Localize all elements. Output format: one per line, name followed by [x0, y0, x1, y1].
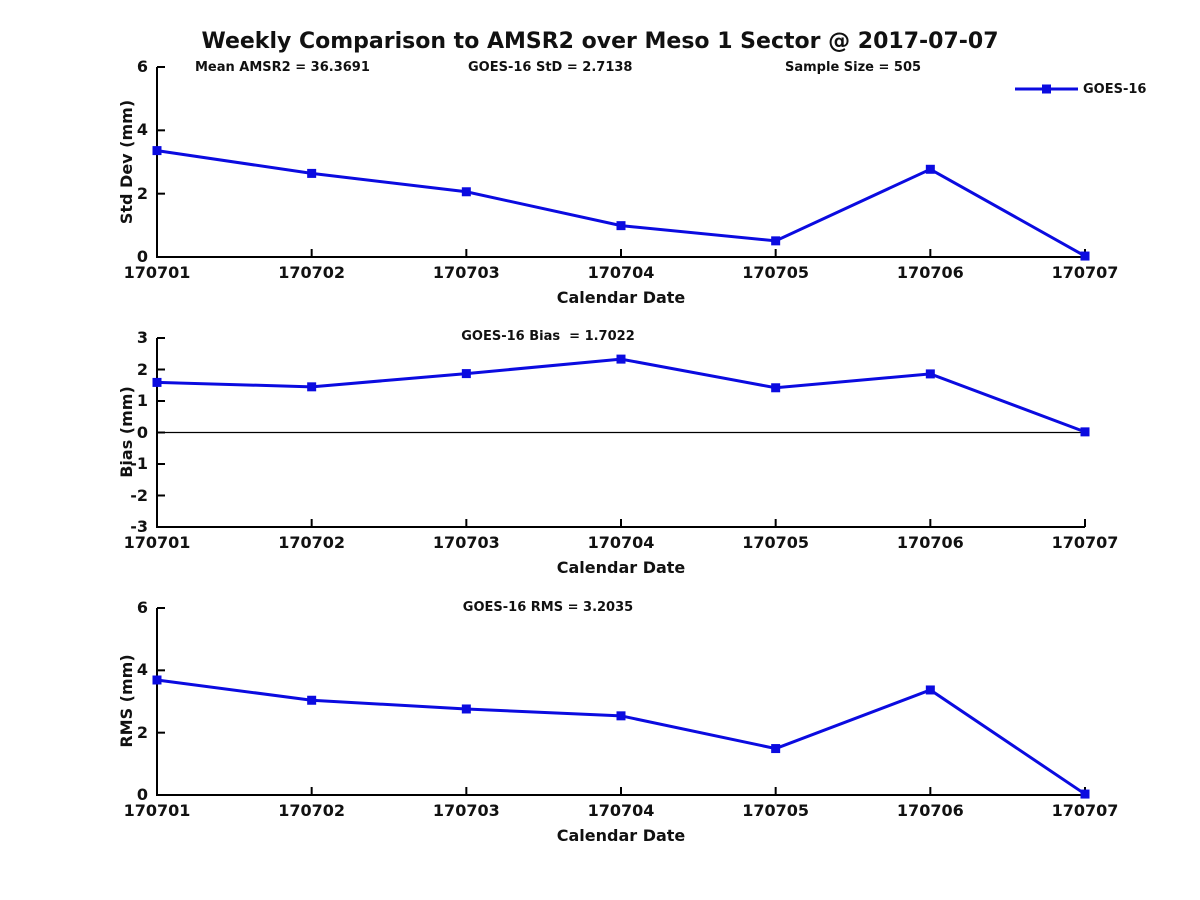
data-point-marker [152, 377, 162, 387]
x-axis-label-stddev: Calendar Date [556, 288, 686, 307]
legend-label-goes16: GOES-16 [1083, 82, 1147, 97]
x-tick-label: 170704 [587, 801, 655, 820]
y-tick-label: 2 [136, 359, 148, 379]
x-tick-label: 170705 [742, 801, 810, 820]
data-point-marker [307, 168, 317, 178]
series-line-goes-16 [156, 678, 1086, 796]
y-tick-label: -2 [130, 485, 148, 505]
data-point-marker [307, 695, 317, 705]
y-tick-label: 4 [136, 120, 148, 140]
x-axis-label-bias: Calendar Date [556, 558, 686, 577]
data-point-marker [461, 369, 471, 379]
y-tick-label: 3 [136, 328, 148, 347]
y-tick-label: 4 [136, 660, 148, 680]
x-tick-label: 170706 [896, 533, 964, 552]
x-tick-label: 170701 [123, 801, 191, 820]
legend-sample-marker [1042, 84, 1051, 94]
bias-subplot-title: GOES-16 Bias = 1.7022 [461, 329, 635, 344]
x-tick-label: 170706 [896, 263, 964, 282]
data-point-marker [771, 744, 781, 754]
x-tick-label: 170704 [587, 533, 655, 552]
data-point-marker [771, 383, 781, 393]
y-tick-label: -3 [130, 517, 148, 536]
series-line-goes-16 [156, 357, 1086, 434]
annotation-goes16-std: GOES-16 StD = 2.7138 [468, 60, 633, 75]
annotation-sample-size: Sample Size = 505 [785, 60, 922, 75]
y-tick-label: 1 [136, 391, 148, 410]
data-point-marker [616, 354, 626, 364]
x-axis-label-rms: Calendar Date [556, 826, 686, 845]
x-tick-label: 170707 [1051, 801, 1119, 820]
x-tick-label: 170703 [432, 533, 500, 552]
data-point-marker [616, 221, 626, 231]
x-tick-label: 170704 [587, 263, 655, 282]
x-tick-label: 170706 [896, 801, 964, 820]
data-point-marker [307, 382, 317, 392]
x-tick-label: 170702 [278, 533, 346, 552]
x-tick-label: 170701 [123, 533, 191, 552]
data-point-marker [925, 369, 935, 379]
y-tick-label: 6 [136, 598, 148, 617]
x-tick-label: 170707 [1051, 263, 1119, 282]
data-point-marker [616, 711, 626, 721]
chart-title: Weekly Comparison to AMSR2 over Meso 1 S… [201, 29, 999, 54]
x-tick-label: 170703 [432, 263, 500, 282]
y-tick-label: 2 [136, 722, 148, 742]
data-point-marker [1080, 251, 1090, 261]
y-tick-label: 0 [136, 247, 148, 266]
data-point-marker [771, 236, 781, 246]
data-point-marker [925, 685, 935, 695]
data-point-marker [461, 187, 471, 197]
data-point-marker [152, 675, 162, 685]
x-tick-label: 170705 [742, 533, 810, 552]
y-tick-label: 0 [136, 422, 148, 442]
x-tick-label: 170702 [278, 263, 346, 282]
x-tick-label: 170703 [432, 801, 500, 820]
series-line-goes-16 [156, 149, 1086, 258]
data-point-marker [152, 146, 162, 156]
data-point-marker [1080, 789, 1090, 799]
data-point-marker [925, 164, 935, 174]
data-point-marker [1080, 427, 1090, 437]
annotation-mean-amsr2: Mean AMSR2 = 36.3691 [195, 60, 370, 75]
x-tick-label: 170701 [123, 263, 191, 282]
x-tick-label: 170705 [742, 263, 810, 282]
rms-subplot-title: GOES-16 RMS = 3.2035 [462, 600, 634, 615]
data-point-marker [461, 704, 471, 714]
x-tick-label: 170702 [278, 801, 346, 820]
y-tick-label: 2 [136, 183, 148, 203]
y-tick-label: -1 [130, 454, 148, 473]
y-tick-label: 6 [136, 57, 148, 76]
y-tick-label: 0 [136, 785, 148, 804]
x-tick-label: 170707 [1051, 533, 1119, 552]
